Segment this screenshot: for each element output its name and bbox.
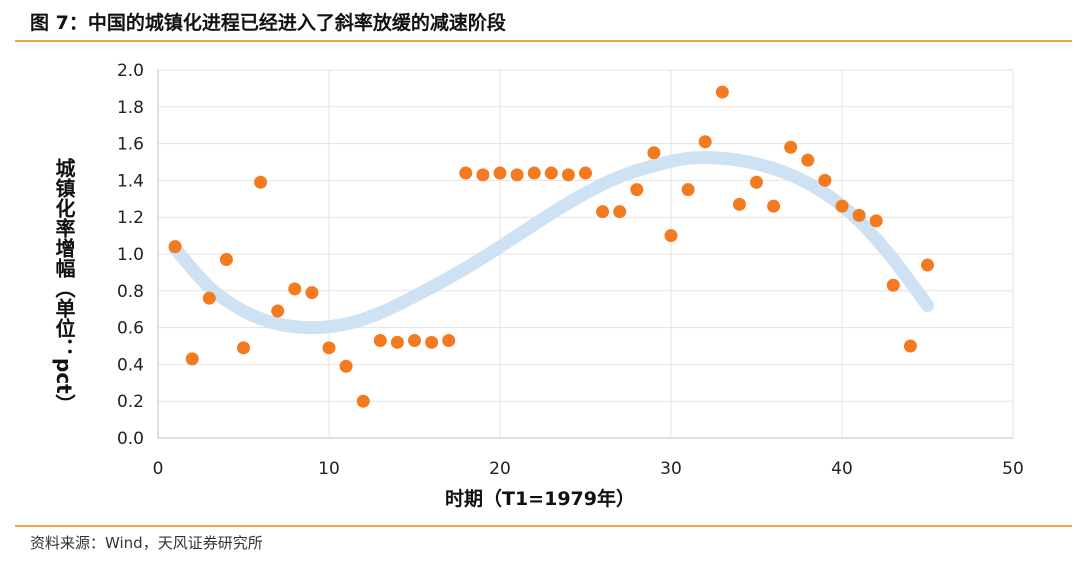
x-tick-label: 50 (1002, 459, 1024, 479)
x-axis-label: 时期（T1=1979年） (445, 488, 635, 510)
source-divider (15, 525, 1072, 527)
data-point (750, 175, 763, 189)
data-point (408, 333, 421, 347)
y-tick-label: 1.8 (117, 98, 144, 118)
data-point (237, 341, 250, 355)
data-point (168, 240, 182, 254)
y-tick-label: 0.4 (117, 355, 144, 375)
data-point (493, 166, 507, 180)
data-point (271, 304, 285, 318)
data-point (527, 166, 541, 180)
y-tick-label: 1.0 (117, 245, 144, 265)
data-points (168, 85, 934, 408)
trend-curve (168, 151, 934, 335)
y-tick-label: 0.8 (117, 282, 144, 302)
data-point (579, 166, 592, 180)
data-point (852, 208, 866, 222)
x-tick-label: 0 (153, 459, 164, 479)
data-point (630, 183, 644, 197)
figure-title: 图 7：中国的城镇化进程已经进入了斜率放缓的减速阶段 (30, 12, 506, 34)
data-point (767, 199, 781, 213)
y-tick-label: 0.0 (117, 429, 144, 449)
data-point (476, 168, 490, 182)
data-point (715, 85, 729, 99)
y-tick-label: 1.6 (117, 135, 144, 155)
title-divider (15, 40, 1072, 42)
trendline (168, 151, 934, 335)
y-tick-label: 0.2 (117, 392, 144, 412)
data-point (185, 352, 199, 366)
data-point (835, 199, 849, 213)
x-tick-label: 10 (318, 459, 340, 479)
x-tick-label: 30 (660, 459, 682, 479)
data-point (544, 166, 558, 180)
data-point (254, 175, 268, 189)
data-point (442, 333, 456, 347)
x-axis-ticks: 0 10 20 30 40 50 (153, 459, 1024, 479)
data-point (339, 359, 353, 373)
scatter-chart: 0.0 0.2 0.4 0.6 0.8 1.0 1.2 1.4 1.6 1.8 2.0 0 10 20 3… (117, 61, 1024, 479)
data-point (322, 341, 336, 355)
data-point (784, 140, 798, 154)
data-point (596, 205, 610, 219)
data-point (459, 166, 473, 180)
data-point (356, 394, 370, 408)
data-point (886, 278, 900, 292)
data-point (510, 168, 524, 182)
y-axis-label: 城镇化率增幅（单位：pct） (52, 158, 76, 414)
data-point (818, 173, 832, 187)
data-point (202, 291, 216, 305)
data-point (288, 282, 302, 296)
y-tick-label: 2.0 (117, 61, 144, 81)
data-point (219, 253, 233, 267)
data-point (390, 335, 404, 349)
data-point (647, 146, 661, 160)
data-point (664, 229, 678, 243)
y-tick-label: 1.2 (117, 208, 144, 228)
data-point (921, 258, 934, 272)
data-point (801, 153, 815, 167)
y-tick-label: 0.6 (117, 319, 144, 339)
y-axis-ticks: 0.0 0.2 0.4 0.6 0.8 1.0 1.2 1.4 1.6 1.8 2.0 (117, 61, 144, 449)
data-point (613, 205, 627, 219)
data-point (305, 286, 319, 300)
data-point (732, 197, 746, 211)
y-tick-label: 1.4 (117, 171, 144, 191)
data-point (373, 333, 387, 347)
x-tick-label: 20 (489, 459, 511, 479)
data-point (869, 214, 883, 228)
data-point (561, 168, 575, 182)
source-note: 资料来源：Wind，天风证券研究所 (30, 534, 263, 552)
data-point (903, 339, 917, 353)
x-tick-label: 40 (831, 459, 853, 479)
data-point (425, 335, 439, 349)
data-point (698, 135, 712, 149)
data-point (681, 183, 695, 197)
